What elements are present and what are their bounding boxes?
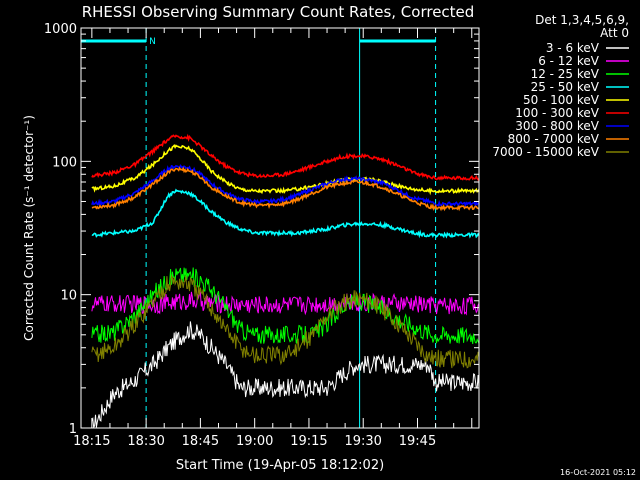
legend-label-3: 25 - 50 keV <box>531 80 600 94</box>
series-line-4 <box>91 143 479 196</box>
x-tick-label: 18:45 <box>182 434 219 449</box>
legend-label-0: 3 - 6 keV <box>546 41 600 55</box>
x-tick-label: 19:30 <box>344 434 381 449</box>
y-tick-label: 100 <box>52 155 77 170</box>
legend-label-8: 7000 - 15000 keV <box>492 145 599 159</box>
x-tick-label: 18:30 <box>127 434 164 449</box>
timestamp: 16-Oct-2021 05:12 <box>560 468 636 477</box>
series-line-7 <box>91 166 479 212</box>
series-line-8 <box>91 274 479 369</box>
x-tick-label: 19:00 <box>236 434 273 449</box>
legend-label-2: 12 - 25 keV <box>531 67 600 81</box>
legend-label-1: 6 - 12 keV <box>538 54 600 68</box>
legend-label-4: 50 - 100 keV <box>523 93 600 107</box>
series-line-2 <box>91 267 479 345</box>
y-axis-label: Corrected Count Rate (s⁻¹ detector⁻¹) <box>22 115 36 341</box>
series-line-0 <box>91 321 479 428</box>
chart-title: RHESSI Observing Summary Count Rates, Co… <box>82 3 475 21</box>
plot-area: N 1 10 100 1000 18:15 18:30 18:45 19:00 19:15 19:3… <box>44 22 480 449</box>
y-tick-label: 1000 <box>44 22 77 37</box>
x-tick-label: 19:15 <box>290 434 327 449</box>
x-tick-label: 19:45 <box>399 434 436 449</box>
night-marker-label: N <box>149 37 156 47</box>
plot-frame <box>80 27 480 429</box>
y-tick-label: 10 <box>60 289 77 304</box>
legend-label-5: 100 - 300 keV <box>515 106 599 120</box>
x-axis-label: Start Time (19-Apr-05 18:12:02) <box>176 458 384 473</box>
series-line-1 <box>91 290 479 316</box>
legend-header-line-1: Det 1,3,4,5,6,9, <box>535 13 629 27</box>
x-tick-label: 18:15 <box>73 434 110 449</box>
legend-label-6: 300 - 800 keV <box>515 119 599 133</box>
series-line-5 <box>91 133 479 181</box>
legend-label-7: 800 - 7000 keV <box>508 132 600 146</box>
series-group <box>91 133 479 428</box>
legend-header-line-2: Att 0 <box>600 26 629 40</box>
series-line-3 <box>91 188 479 239</box>
y-tick-label: 1 <box>69 422 77 437</box>
